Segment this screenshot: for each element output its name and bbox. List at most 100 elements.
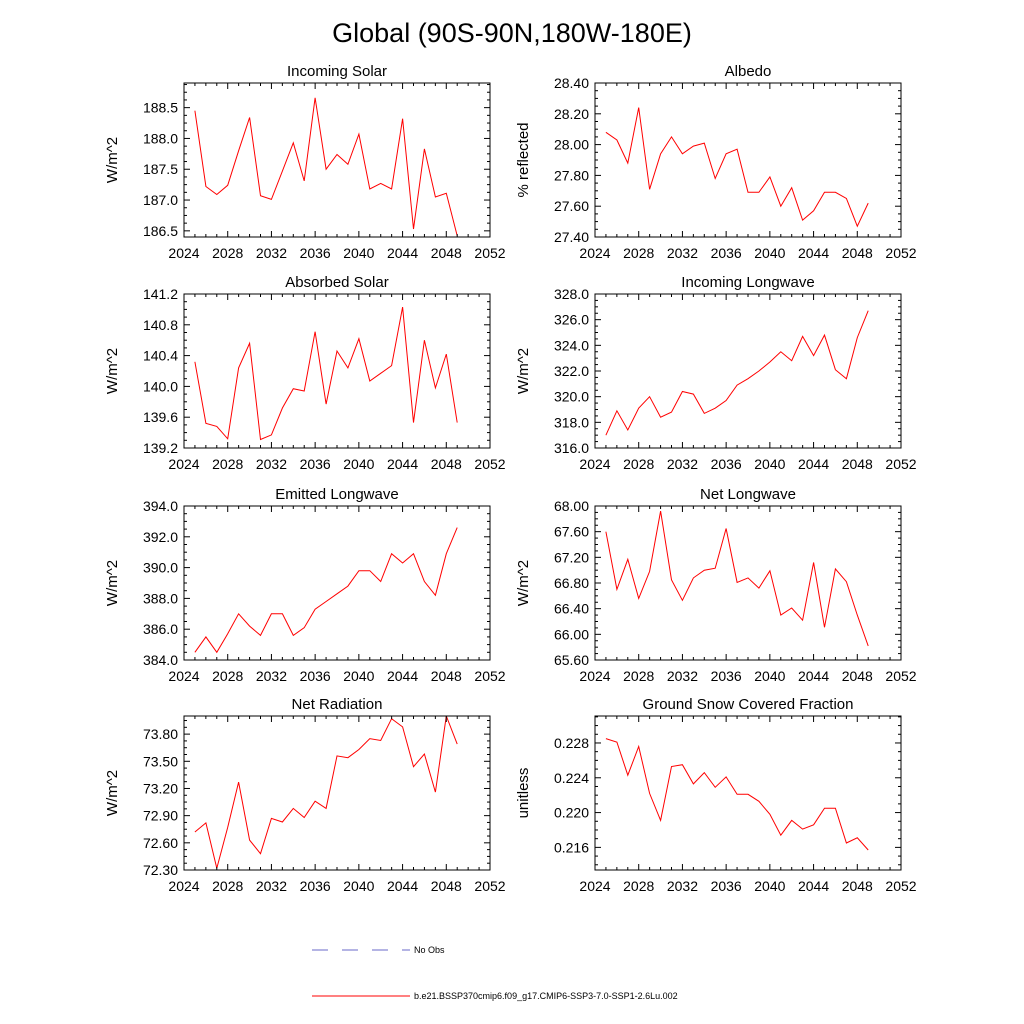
x-tick-label: 2048 bbox=[842, 878, 873, 894]
x-tick-label: 2032 bbox=[256, 456, 287, 472]
y-axis-label: W/m^2 bbox=[104, 770, 121, 816]
y-tick-label: 141.2 bbox=[143, 286, 178, 302]
x-tick-label: 2036 bbox=[300, 878, 331, 894]
plot-frame bbox=[183, 715, 491, 871]
y-tick-label: 188.5 bbox=[143, 100, 178, 116]
x-tick-label: 2048 bbox=[431, 668, 462, 684]
y-tick-label: 390.0 bbox=[143, 560, 178, 576]
x-tick-label: 2040 bbox=[754, 668, 785, 684]
legend-obs-label: No Obs bbox=[414, 945, 445, 955]
series-line bbox=[194, 716, 458, 869]
x-tick-label: 2048 bbox=[842, 456, 873, 472]
y-tick-label: 386.0 bbox=[143, 621, 178, 637]
y-tick-label: 0.220 bbox=[554, 805, 589, 821]
y-tick-label: 27.60 bbox=[554, 198, 589, 214]
x-tick-label: 2048 bbox=[431, 878, 462, 894]
x-tick-label: 2036 bbox=[300, 456, 331, 472]
y-tick-label: 66.80 bbox=[554, 575, 589, 591]
y-tick-label: 73.50 bbox=[143, 753, 178, 769]
x-tick-label: 2048 bbox=[431, 245, 462, 261]
x-tick-label: 2028 bbox=[623, 245, 654, 261]
panels: Incoming Solar W/m^2 2024 2028 2032 2036 2040 2… bbox=[104, 63, 917, 894]
y-tick-label: 139.6 bbox=[143, 409, 178, 425]
y-tick-label: 27.40 bbox=[554, 229, 589, 245]
x-tick-label: 2028 bbox=[212, 245, 243, 261]
x-tick-label: 2044 bbox=[387, 668, 418, 684]
x-tick-label: 2052 bbox=[885, 668, 916, 684]
x-tick-label: 2052 bbox=[474, 245, 505, 261]
legend-model-label: b.e21.BSSP370cmip6.f09_g17.CMIP6-SSP3-7.… bbox=[414, 991, 678, 1001]
series-line bbox=[605, 511, 869, 647]
y-axis-label: W/m^2 bbox=[515, 348, 532, 394]
x-tick-label: 2052 bbox=[885, 456, 916, 472]
x-tick-label: 2028 bbox=[623, 456, 654, 472]
y-tick-label: 27.80 bbox=[554, 167, 589, 183]
x-tick-label: 2032 bbox=[667, 668, 698, 684]
x-tick-label: 2052 bbox=[885, 878, 916, 894]
x-tick-label: 2040 bbox=[343, 668, 374, 684]
plot-frame bbox=[183, 82, 491, 238]
y-tick-label: 0.216 bbox=[554, 839, 589, 855]
y-tick-label: 324.0 bbox=[554, 337, 589, 353]
x-tick-label: 2040 bbox=[754, 456, 785, 472]
x-tick-label: 2024 bbox=[579, 878, 610, 894]
series-line bbox=[194, 307, 458, 441]
x-tick-label: 2036 bbox=[711, 878, 742, 894]
series-line bbox=[194, 527, 458, 654]
series-line bbox=[605, 107, 869, 228]
x-tick-label: 2040 bbox=[754, 245, 785, 261]
x-tick-label: 2032 bbox=[256, 878, 287, 894]
figure-title: Global (90S-90N,180W-180E) bbox=[332, 18, 692, 48]
y-tick-label: 187.5 bbox=[143, 161, 178, 177]
y-tick-label: 28.20 bbox=[554, 106, 589, 122]
panel-title: Net Radiation bbox=[292, 696, 383, 713]
y-tick-label: 140.4 bbox=[143, 348, 178, 364]
panel-title: Net Longwave bbox=[700, 486, 796, 503]
x-tick-label: 2048 bbox=[842, 245, 873, 261]
x-tick-label: 2024 bbox=[168, 878, 199, 894]
y-tick-label: 140.8 bbox=[143, 317, 178, 333]
x-tick-label: 2032 bbox=[256, 245, 287, 261]
chart-panel-7: Net Radiation W/m^2 2024 2028 2032 2036 2040 20… bbox=[104, 696, 506, 894]
plot-frame bbox=[183, 505, 491, 661]
chart-panel-1: Incoming Solar W/m^2 2024 2028 2032 2036 2040 2… bbox=[104, 63, 506, 261]
panel-title: Emitted Longwave bbox=[275, 486, 398, 503]
y-tick-label: 67.20 bbox=[554, 549, 589, 565]
x-tick-label: 2036 bbox=[711, 456, 742, 472]
y-tick-label: 392.0 bbox=[143, 529, 178, 545]
y-axis-label: % reflected bbox=[515, 122, 532, 197]
x-tick-label: 2052 bbox=[474, 878, 505, 894]
chart-panel-6: Net Longwave W/m^2 2024 2028 2032 2036 2040 204… bbox=[515, 486, 917, 684]
y-axis-label: W/m^2 bbox=[104, 348, 121, 394]
plot-frame bbox=[594, 293, 902, 449]
x-tick-label: 2052 bbox=[474, 456, 505, 472]
x-tick-label: 2028 bbox=[623, 878, 654, 894]
y-tick-label: 28.40 bbox=[554, 75, 589, 91]
x-tick-label: 2040 bbox=[343, 456, 374, 472]
y-tick-label: 140.0 bbox=[143, 378, 178, 394]
y-axis-label: unitless bbox=[515, 768, 532, 819]
x-tick-label: 2040 bbox=[343, 245, 374, 261]
x-tick-label: 2048 bbox=[431, 456, 462, 472]
x-tick-label: 2024 bbox=[579, 456, 610, 472]
x-tick-label: 2032 bbox=[667, 245, 698, 261]
y-tick-label: 72.90 bbox=[143, 808, 178, 824]
chart-panel-4: Incoming Longwave W/m^2 2024 2028 2032 2036 20… bbox=[515, 274, 917, 472]
y-tick-label: 187.0 bbox=[143, 192, 178, 208]
x-tick-label: 2044 bbox=[798, 878, 829, 894]
x-tick-label: 2044 bbox=[387, 456, 418, 472]
y-tick-label: 72.60 bbox=[143, 835, 178, 851]
y-tick-label: 322.0 bbox=[554, 363, 589, 379]
x-tick-label: 2028 bbox=[212, 456, 243, 472]
y-axis-label: W/m^2 bbox=[515, 560, 532, 606]
y-tick-label: 394.0 bbox=[143, 498, 178, 514]
y-tick-label: 384.0 bbox=[143, 652, 178, 668]
plot-frame bbox=[594, 505, 902, 661]
series-line bbox=[605, 738, 869, 851]
x-tick-label: 2024 bbox=[168, 245, 199, 261]
chart-panel-8: Ground Snow Covered Fraction unitless 2024… bbox=[515, 696, 917, 894]
x-tick-label: 2052 bbox=[885, 245, 916, 261]
x-tick-label: 2032 bbox=[667, 878, 698, 894]
y-tick-label: 320.0 bbox=[554, 389, 589, 405]
